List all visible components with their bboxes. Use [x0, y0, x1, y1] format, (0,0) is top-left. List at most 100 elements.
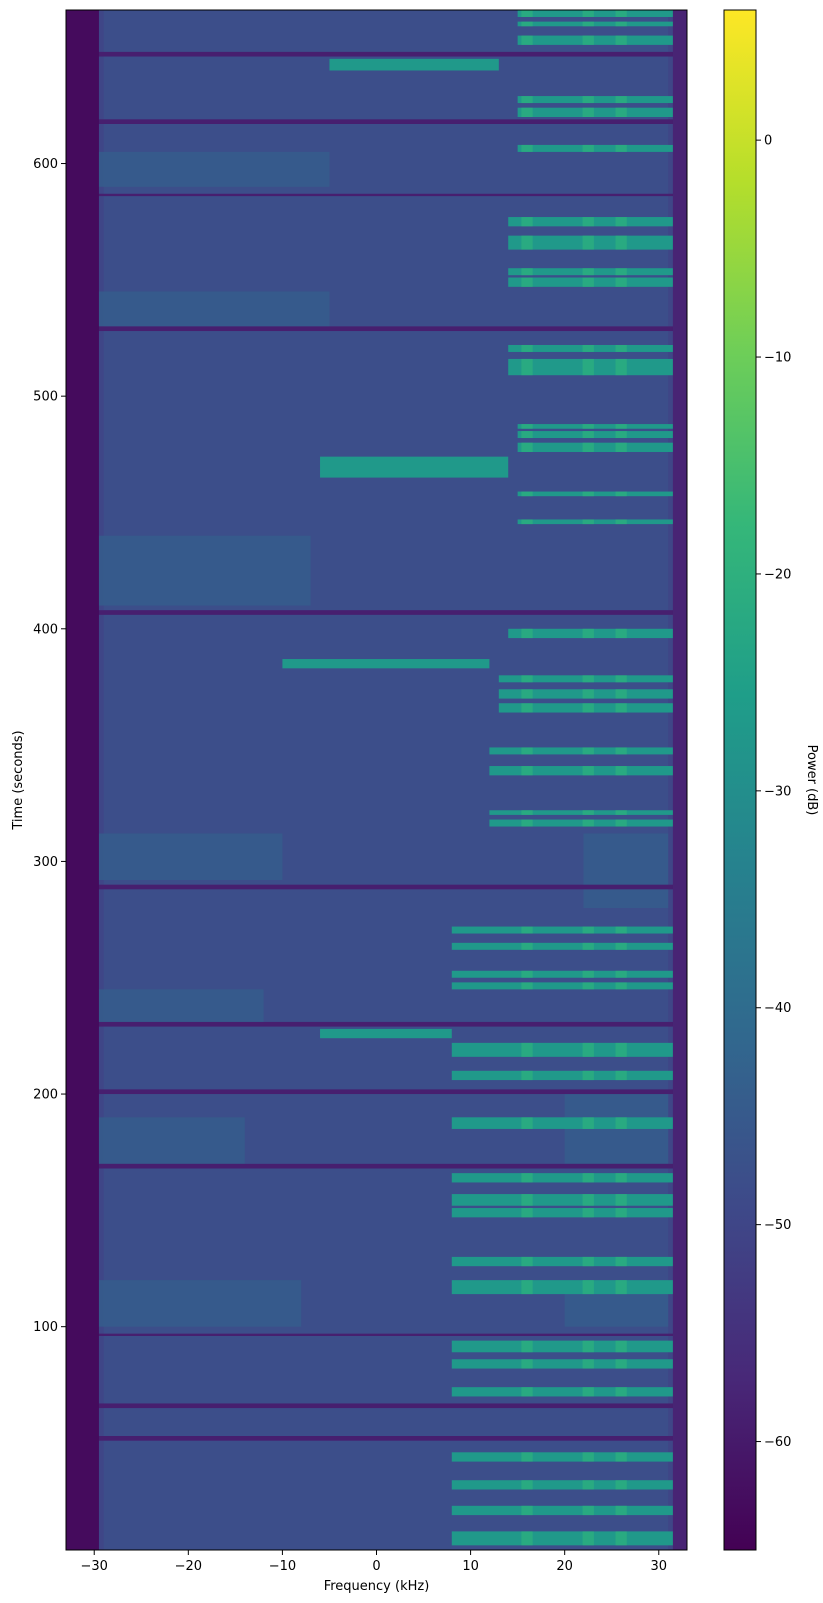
- signal-burst: [451, 942, 687, 950]
- noise-region: [94, 833, 283, 881]
- burst-streak: [615, 35, 627, 45]
- burst-streak: [615, 675, 627, 683]
- burst-streak: [615, 107, 627, 118]
- burst-streak: [521, 1194, 533, 1206]
- burst-streak: [521, 442, 533, 452]
- burst-streak: [521, 628, 533, 639]
- noise-region: [94, 989, 264, 1025]
- burst-streak: [582, 35, 594, 45]
- colorbar-tick-label: 0: [764, 134, 772, 149]
- signal-burst: [451, 1359, 687, 1369]
- burst-streak: [582, 1280, 594, 1295]
- x-tick-label: −20: [175, 1559, 202, 1574]
- burst-streak: [582, 675, 594, 683]
- burst-streak: [615, 96, 627, 104]
- colorbar-tick-label: −20: [764, 567, 791, 582]
- signal-burst: [320, 456, 509, 478]
- burst-streak: [615, 519, 627, 525]
- burst-streak: [521, 1505, 533, 1516]
- colorbar-ticks: 0 −10 −20 −30 −40 −50 −60: [756, 134, 791, 1450]
- burst-streak: [521, 277, 533, 287]
- burst-streak: [582, 628, 594, 639]
- dark-gap: [66, 1163, 687, 1169]
- right-band-edge: [672, 10, 687, 1550]
- signal-burst: [517, 96, 687, 104]
- burst-streak: [521, 1117, 533, 1129]
- y-tick-label: 400: [33, 622, 58, 637]
- y-tick-label: 300: [33, 855, 58, 870]
- burst-streak: [582, 1480, 594, 1490]
- burst-streak: [521, 35, 533, 45]
- burst-streak: [582, 96, 594, 104]
- burst-streak: [582, 107, 594, 118]
- noise-region: [94, 535, 311, 606]
- burst-streak: [582, 1256, 594, 1267]
- burst-streak: [521, 1173, 533, 1183]
- burst-streak: [582, 277, 594, 287]
- burst-streak: [582, 1194, 594, 1206]
- x-axis-label: Frequency (kHz): [324, 1579, 430, 1594]
- noise-region: [94, 1280, 302, 1327]
- x-tick-label: −30: [81, 1559, 108, 1574]
- burst-streak: [615, 21, 627, 27]
- burst-streak: [582, 235, 594, 250]
- signal-burst: [517, 442, 687, 452]
- y-axis: 100 200 300 400 500 600: [33, 157, 66, 1335]
- burst-streak: [582, 982, 594, 990]
- signal-burst: [451, 1256, 687, 1267]
- signal-burst: [517, 519, 687, 525]
- signal-burst: [451, 970, 687, 978]
- x-tick-label: 30: [650, 1559, 667, 1574]
- burst-streak: [615, 982, 627, 990]
- signal-burst: [451, 1194, 687, 1206]
- burst-streak: [615, 926, 627, 934]
- burst-streak: [521, 424, 533, 429]
- burst-streak: [582, 424, 594, 429]
- burst-streak: [582, 1505, 594, 1516]
- signal-burst: [451, 1042, 687, 1057]
- burst-streak: [615, 431, 627, 439]
- burst-streak: [615, 1256, 627, 1267]
- burst-streak: [582, 747, 594, 755]
- burst-streak: [582, 926, 594, 934]
- spectrogram-image: [66, 10, 687, 1550]
- noise-region: [564, 1291, 669, 1327]
- burst-streak: [582, 703, 594, 713]
- burst-streak: [615, 1173, 627, 1183]
- burst-streak: [615, 277, 627, 287]
- burst-streak: [582, 810, 594, 815]
- signal-burst: [451, 1280, 687, 1295]
- burst-streak: [521, 1359, 533, 1369]
- burst-streak: [582, 519, 594, 525]
- burst-streak: [521, 689, 533, 699]
- dark-gap: [66, 1021, 687, 1027]
- burst-streak: [521, 1208, 533, 1218]
- burst-streak: [615, 217, 627, 227]
- burst-streak: [615, 1480, 627, 1490]
- burst-streak: [521, 747, 533, 755]
- signal-burst: [451, 1173, 687, 1183]
- burst-streak: [582, 10, 594, 17]
- burst-streak: [521, 703, 533, 713]
- burst-streak: [615, 1387, 627, 1397]
- burst-streak: [582, 1452, 594, 1462]
- burst-streak: [521, 431, 533, 439]
- colorbar-tick-label: −30: [764, 784, 791, 799]
- signal-burst: [451, 1387, 687, 1397]
- burst-streak: [615, 10, 627, 17]
- burst-streak: [615, 1042, 627, 1057]
- colorbar-tick-label: −50: [764, 1218, 791, 1233]
- burst-streak: [521, 1531, 533, 1546]
- burst-streak: [521, 926, 533, 934]
- burst-streak: [521, 358, 533, 376]
- burst-streak: [521, 344, 533, 352]
- x-tick-label: 20: [556, 1559, 573, 1574]
- burst-streak: [615, 1280, 627, 1295]
- burst-streak: [615, 1117, 627, 1129]
- burst-streak: [582, 1042, 594, 1057]
- burst-streak: [521, 144, 533, 152]
- burst-streak: [521, 942, 533, 950]
- burst-streak: [615, 1452, 627, 1462]
- burst-streak: [582, 1359, 594, 1369]
